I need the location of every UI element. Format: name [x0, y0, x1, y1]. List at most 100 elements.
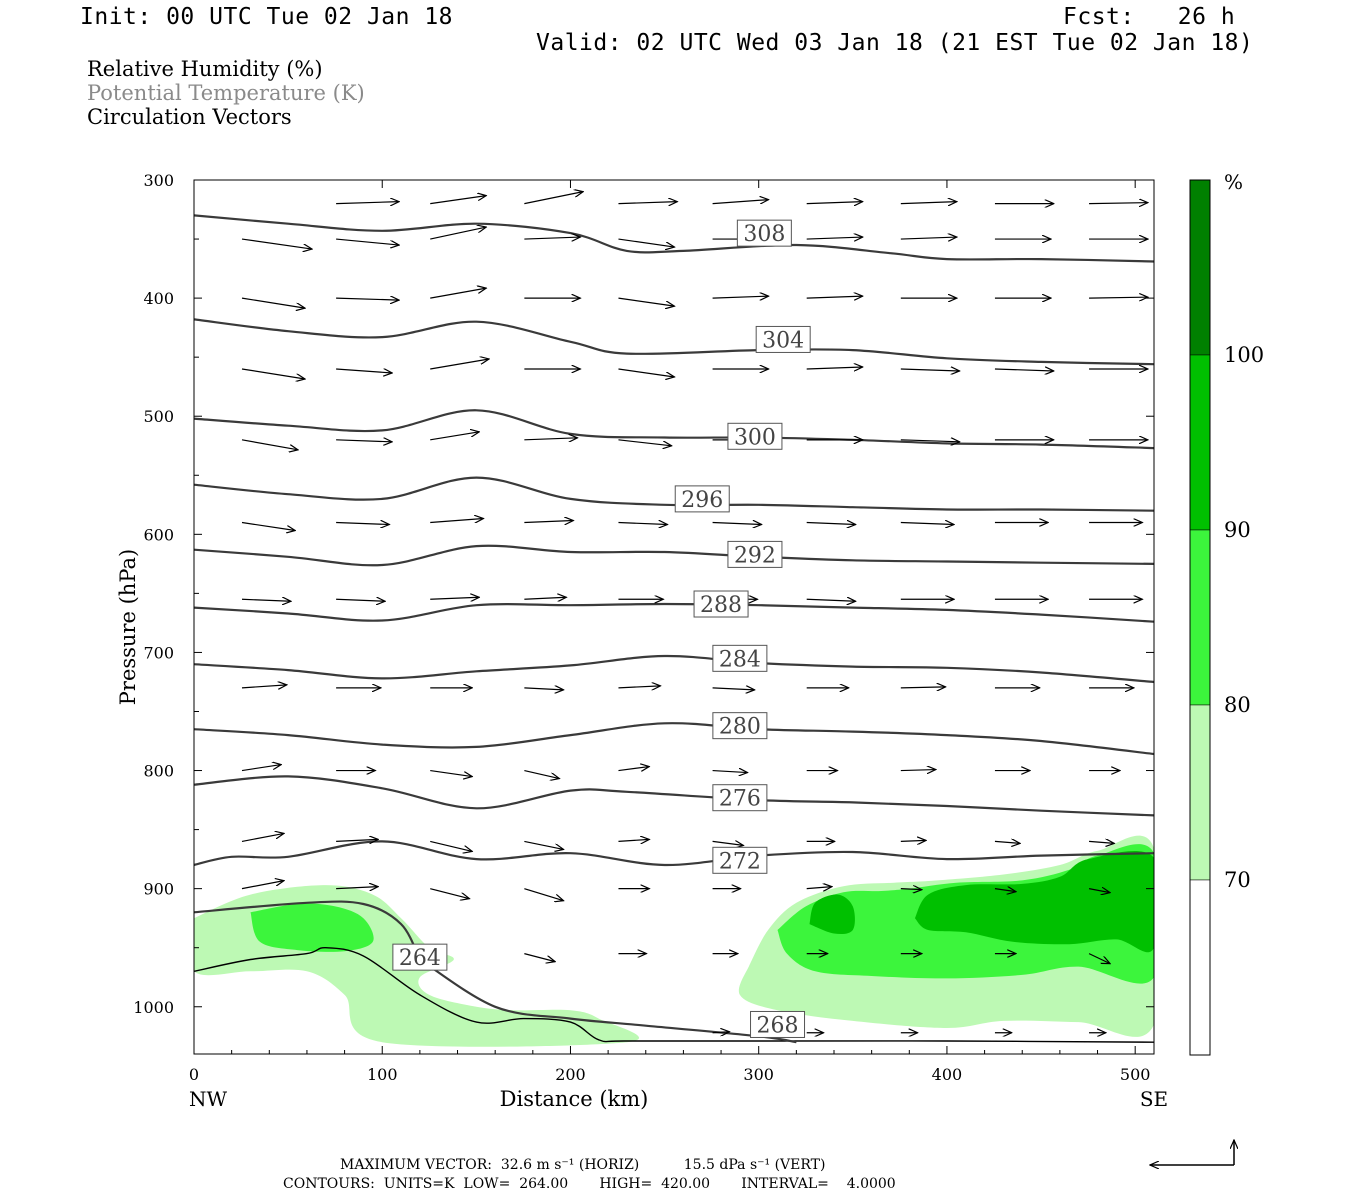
circulation-vector	[430, 597, 479, 599]
circulation-vector	[336, 369, 392, 373]
theta-label-box	[693, 590, 749, 618]
colorbar-unit: %	[1224, 170, 1243, 194]
theta-label-text: 296	[681, 488, 723, 513]
terrain-line	[194, 946, 1154, 1043]
circulation-vector	[336, 887, 378, 889]
theta-label-304: 304	[755, 325, 811, 353]
circulation-vector	[336, 839, 378, 841]
circulation-vector	[712, 1032, 730, 1033]
colorbar-frame	[1189, 179, 1211, 1056]
circulation-vector	[524, 192, 583, 205]
theta-label-box	[727, 422, 783, 450]
circulation-vector	[430, 432, 479, 441]
y-tick-label: 500	[143, 407, 174, 426]
legend-vectors: Circulation Vectors	[87, 105, 292, 129]
circulation-vector	[712, 688, 755, 690]
circulation-vector	[524, 769, 559, 779]
plot-frame	[193, 179, 1155, 1055]
circulation-vector	[524, 688, 563, 690]
circulation-vector	[806, 523, 856, 525]
theta-label-box	[712, 784, 768, 812]
colorbar-segment	[1189, 354, 1211, 531]
circulation-vector	[241, 297, 305, 308]
y-tick-label: 700	[143, 643, 174, 662]
rh-90-east-b	[809, 894, 855, 935]
valid-time: Valid: 02 UTC Wed 03 Jan 18 (21 EST Tue …	[536, 30, 1254, 56]
colorbar-label: 80	[1224, 693, 1251, 717]
circulation-vector	[994, 841, 1020, 843]
theta-contour-284	[194, 654, 1154, 684]
theta-label-284: 284	[712, 644, 768, 672]
x-tick-label: 300	[743, 1065, 774, 1084]
circulation-vector	[241, 881, 284, 890]
x-tick-label: 0	[189, 1065, 199, 1084]
y-tick-label: 900	[143, 880, 174, 899]
x-axis-title: Distance (km)	[500, 1087, 649, 1111]
circulation-vector	[430, 840, 472, 851]
circulation-vector	[712, 523, 762, 525]
forecast-hour: Fcst: 26 h	[1063, 4, 1236, 30]
circulation-vector	[618, 297, 674, 306]
circulation-vector	[524, 438, 577, 440]
circulation-vector	[524, 953, 555, 962]
circulation-vector	[336, 298, 399, 300]
circulation-vector	[430, 888, 469, 899]
theta-label-box	[392, 943, 448, 971]
circulation-vector	[900, 369, 960, 371]
init-time: Init: 00 UTC Tue 02 Jan 18	[80, 4, 454, 30]
theta-label-276: 276	[712, 784, 768, 812]
circulation-vector	[994, 369, 1054, 371]
theta-label-280: 280	[712, 712, 768, 740]
circulation-vector	[430, 227, 486, 240]
theta-label-308: 308	[736, 219, 792, 247]
x-tick-label: 200	[555, 1065, 586, 1084]
y-tick-label: 600	[143, 525, 174, 544]
circulation-vector	[241, 521, 295, 531]
circulation-vector	[712, 841, 744, 845]
theta-contour-292	[194, 544, 1154, 567]
circulation-vector	[806, 887, 832, 889]
circulation-vector	[994, 889, 1016, 892]
circulation-vector	[900, 889, 922, 890]
circulation-vector	[618, 368, 674, 377]
nw-end-label: NW	[189, 1087, 228, 1111]
colorbar-label: 70	[1224, 868, 1251, 892]
theta-contours-layer	[194, 214, 1154, 1044]
circulation-vector	[336, 202, 399, 204]
theta-label-text: 276	[719, 787, 761, 812]
circulation-vector	[524, 840, 563, 849]
theta-label-box	[712, 846, 768, 874]
theta-label-text: 264	[399, 946, 441, 971]
x-tick-label: 400	[932, 1065, 963, 1084]
rh-fill-layer	[194, 835, 1154, 1047]
theta-label-text: 280	[719, 715, 761, 740]
theta-contour-308	[194, 214, 1154, 263]
circulation-vector	[241, 765, 281, 772]
axes-layer: 300 400 500 600 700 800 900 1000 0 100 200 300 400 50…	[116, 171, 1168, 1111]
colorbar-segment	[1189, 179, 1211, 356]
circulation-vector	[618, 839, 649, 841]
max-vector-note: MAXIMUM VECTOR: 32.6 m s⁻¹ (HORIZ) 15.5 …	[340, 1157, 826, 1173]
theta-label-box	[727, 540, 783, 568]
vector-layer	[241, 192, 1236, 1033]
colorbar-segment	[1189, 704, 1211, 881]
reference-vector	[1150, 1140, 1234, 1165]
circulation-vector	[524, 597, 566, 599]
circulation-vector	[900, 523, 954, 525]
theta-label-text: 284	[719, 647, 761, 672]
theta-label-box	[674, 485, 730, 513]
theta-label-box	[750, 1010, 806, 1038]
circulation-vector	[806, 237, 863, 239]
rh-90-east-a	[914, 850, 1154, 953]
circulation-vector	[806, 367, 863, 369]
circulation-vector	[618, 686, 660, 688]
circulation-vector	[336, 440, 392, 442]
theta-label-292: 292	[727, 540, 783, 568]
circulation-vector	[241, 833, 284, 842]
legend-theta: Potential Temperature (K)	[87, 81, 365, 105]
theta-label-box	[736, 219, 792, 247]
colorbar: 100 90 80 70%	[1189, 170, 1264, 1056]
circulation-vector	[900, 770, 936, 771]
x-tick-label: 100	[367, 1065, 398, 1084]
